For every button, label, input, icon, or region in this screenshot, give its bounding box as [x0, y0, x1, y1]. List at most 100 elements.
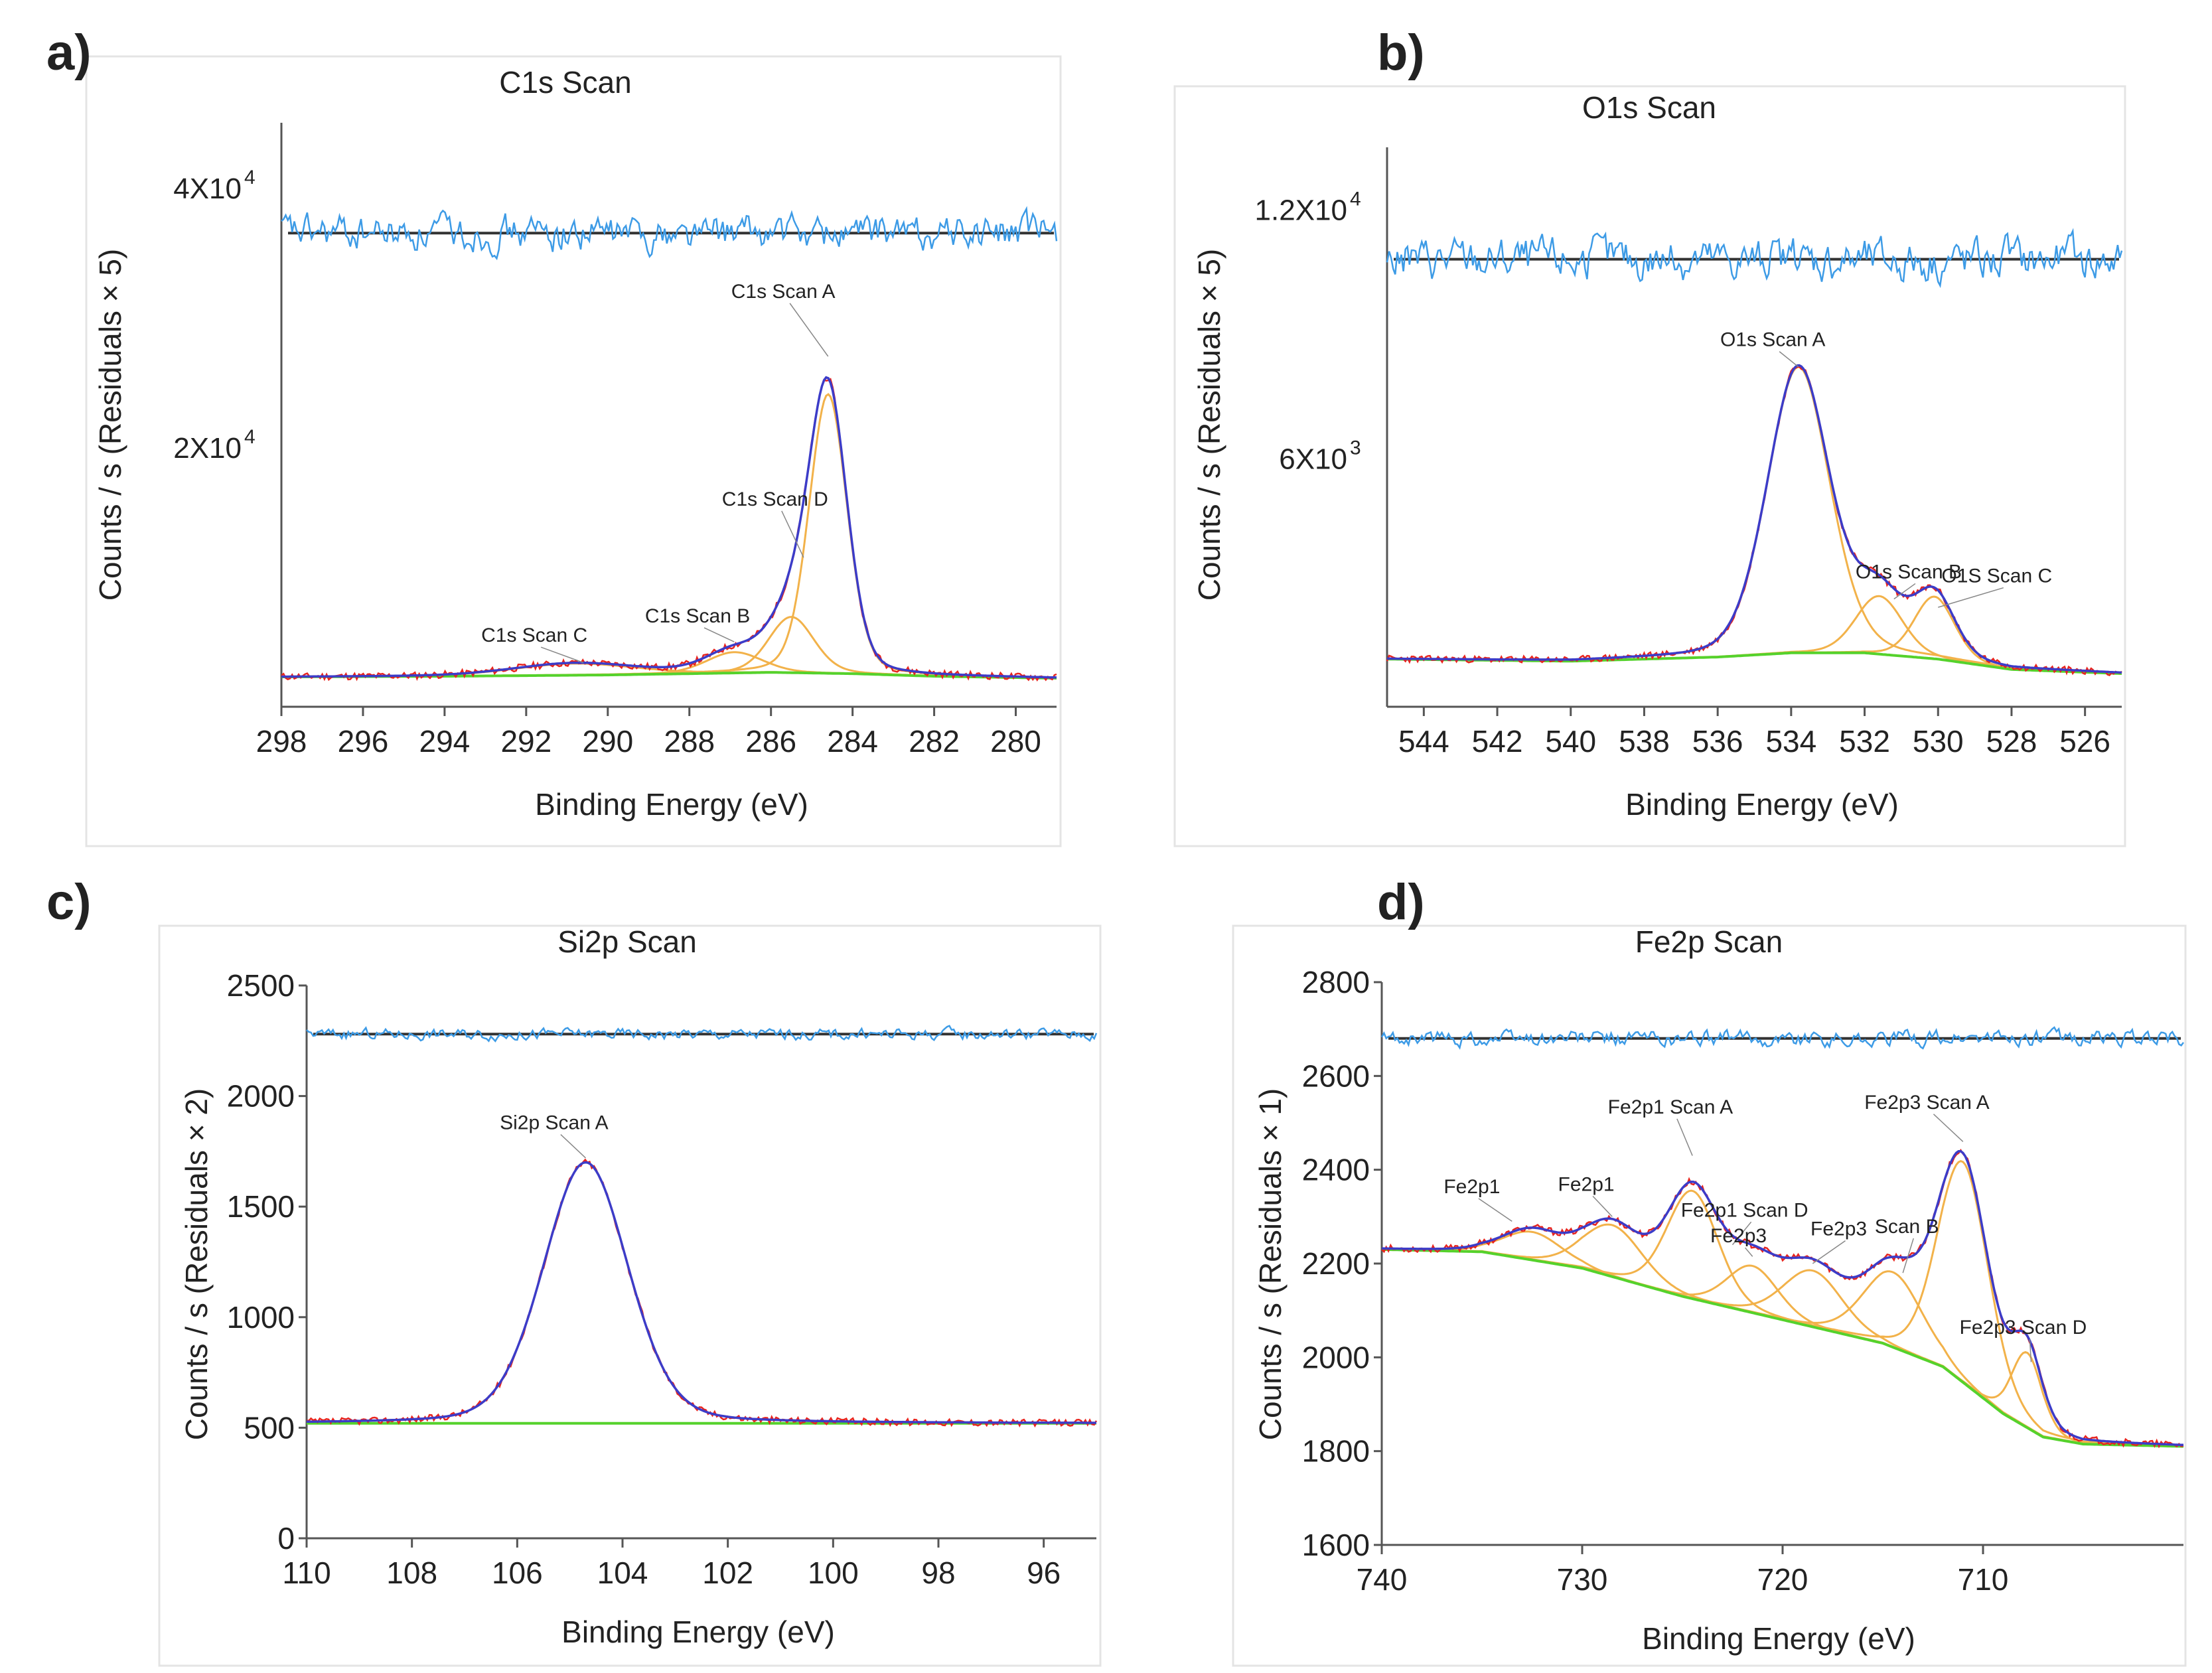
x-tick-label: 98 — [921, 1556, 955, 1590]
y-tick-label: 2000 — [227, 1079, 295, 1114]
x-tick-label: 534 — [1765, 724, 1816, 759]
peak-annotation: Fe2p1 — [1443, 1176, 1500, 1198]
annotation-leader — [1933, 1114, 1964, 1142]
y-tick-label: 1.2X10 — [1255, 194, 1347, 227]
panel-d-frame — [1232, 924, 2187, 1667]
panel-b: b) O1s Scan Binding Energy (eV) Counts /… — [1173, 25, 2126, 847]
annotation-leader — [1478, 1198, 1512, 1222]
y-tick-label-exponent: 4 — [244, 426, 256, 448]
y-tick-label: 2200 — [1302, 1246, 1370, 1281]
panel-b-label: b) — [1377, 25, 1425, 81]
panel-a-ticks: 298 296 294 292 290 288 286 284 282 280 — [256, 707, 1041, 759]
y-tick-label-exponent: 4 — [244, 167, 256, 188]
y-tick-label: 1000 — [227, 1300, 295, 1335]
annotation-leader — [1938, 587, 2004, 608]
peak-annotation: Fe2p3 — [1710, 1225, 1767, 1247]
x-tick-label: 110 — [282, 1556, 331, 1590]
fit-envelope — [1381, 1150, 2184, 1447]
peak-annotation: C1s Scan C — [481, 624, 587, 646]
panel-c-plot: Si2p Scan A — [306, 1025, 1098, 1428]
fit-envelope — [307, 1161, 1096, 1424]
peak-annotation: C1s Scan B — [645, 605, 750, 627]
raw-data — [281, 378, 1057, 682]
panel-a: a) C1s Scan Binding Energy (eV) Counts /… — [46, 25, 1062, 847]
peak-annotation: Fe2p1 — [1558, 1173, 1615, 1195]
panel-a-frame — [85, 55, 1062, 847]
y-tick-label: 500 — [244, 1410, 295, 1445]
peak-annotation: Scan B — [1875, 1216, 1939, 1238]
panel-c-y-tick-labels: 0 500 1000 1500 2000 2500 — [227, 968, 295, 1556]
panel-b-ylabel: Counts / s (Residuals × 5) — [1192, 249, 1226, 601]
panel-d-ylabel: Counts / s (Residuals × 1) — [1253, 1088, 1288, 1441]
annotation-leader — [560, 1134, 586, 1159]
panel-a-xlabel: Binding Energy (eV) — [535, 787, 808, 822]
panel-d-y-tick-labels: 1600 1800 2000 2200 2400 2600 2800 — [1302, 965, 1370, 1562]
peak-annotation: C1s Scan A — [731, 281, 836, 303]
annotation-leader — [1676, 1118, 1693, 1156]
x-tick-label: 542 — [1472, 724, 1523, 759]
panel-c-label: c) — [46, 874, 92, 930]
annotation-leader — [1779, 351, 1799, 368]
panel-c: c) Si2p Scan Binding Energy (eV) Counts … — [46, 874, 1102, 1667]
annotation-leader — [1592, 1195, 1613, 1217]
annotation-leader — [781, 510, 804, 558]
panel-c-ticks: 110 108 106 104 102 100 98 96 — [282, 984, 1061, 1590]
x-tick-label: 106 — [492, 1556, 543, 1590]
y-tick-label: 2500 — [227, 968, 295, 1003]
x-tick-label: 710 — [1958, 1562, 2009, 1597]
peak-annotation: O1S Scan C — [1941, 565, 2052, 587]
panel-a-ylabel: Counts / s (Residuals × 5) — [93, 249, 127, 601]
peak-annotation: Fe2p3 Scan D — [1960, 1317, 2087, 1339]
panel-d: d) Fe2p Scan Binding Energy (eV) Counts … — [1232, 874, 2187, 1667]
x-tick-label: 282 — [909, 724, 960, 759]
x-tick-label: 730 — [1557, 1562, 1608, 1597]
y-tick-label: 1600 — [1302, 1528, 1370, 1562]
x-tick-label: 104 — [597, 1556, 648, 1590]
peak-annotation: Fe2p1 Scan A — [1608, 1096, 1733, 1118]
y-tick-label: 2800 — [1302, 965, 1370, 999]
y-tick-label: 0 — [277, 1521, 295, 1556]
x-tick-label: 528 — [1986, 724, 2037, 759]
x-tick-label: 102 — [702, 1556, 753, 1590]
x-tick-label: 96 — [1027, 1556, 1061, 1590]
x-tick-label: 292 — [500, 724, 552, 759]
annotation-leader — [789, 303, 829, 357]
panel-b-y-tick-labels: 1.2X10 4 6X10 3 — [1255, 188, 1361, 476]
panel-a-title: C1s Scan — [499, 65, 631, 100]
panel-d-title: Fe2p Scan — [1635, 924, 1783, 959]
panel-c-ylabel: Counts / s (Residuals × 2) — [179, 1088, 214, 1441]
annotation-leader — [703, 627, 735, 642]
y-tick-label: 6X10 — [1279, 443, 1347, 475]
x-tick-label: 100 — [808, 1556, 859, 1590]
x-tick-label: 740 — [1357, 1562, 1408, 1597]
annotation-leader — [540, 646, 584, 664]
panel-d-label: d) — [1377, 874, 1425, 930]
peak-annotation: Si2p Scan A — [500, 1112, 608, 1134]
x-tick-label: 720 — [1757, 1562, 1808, 1597]
y-tick-label: 1800 — [1302, 1434, 1370, 1469]
panel-b-ticks: 544 542 540 538 536 534 532 530 528 526 — [1398, 707, 2110, 759]
residual-line — [306, 1025, 1098, 1043]
panel-b-frame — [1173, 85, 2126, 847]
x-tick-label: 284 — [827, 724, 878, 759]
peak-annotation: C1s Scan D — [722, 488, 828, 510]
y-tick-label-exponent: 4 — [1350, 188, 1361, 210]
x-tick-label: 536 — [1692, 724, 1743, 759]
y-tick-label: 2400 — [1302, 1153, 1370, 1187]
x-tick-label: 286 — [745, 724, 796, 759]
x-tick-label: 530 — [1913, 724, 1964, 759]
annotation-leader — [1902, 1238, 1914, 1273]
panel-b-xlabel: Binding Energy (eV) — [1625, 787, 1899, 822]
panel-c-frame — [158, 924, 1102, 1667]
annotation-leader — [1812, 1240, 1846, 1264]
background-line — [1381, 1248, 2184, 1448]
y-tick-label-exponent: 3 — [1350, 437, 1361, 459]
peak-annotation: O1s Scan A — [1720, 329, 1825, 351]
x-tick-label: 526 — [2059, 724, 2110, 759]
residual-line — [281, 206, 1058, 261]
